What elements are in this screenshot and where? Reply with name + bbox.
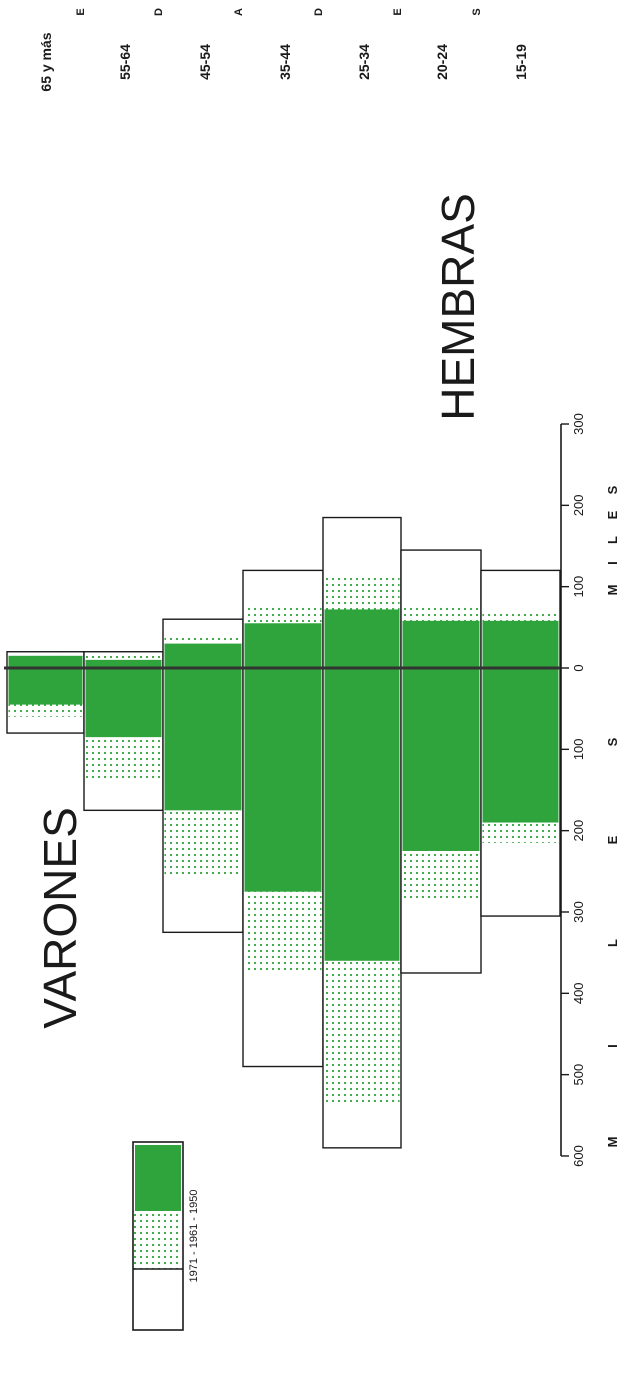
tick-label-varones-600: 600 <box>571 1145 586 1167</box>
title-hembras: HEMBRAS <box>432 193 484 420</box>
tick-label-hembras-100: 100 <box>571 576 586 598</box>
axis-letter-right-M-0: M <box>605 585 620 596</box>
bar-1950-varones-35-44 <box>244 668 322 892</box>
axis-letter-right-E-3: E <box>605 510 620 519</box>
bar-1950-varones-20-24 <box>402 668 480 851</box>
age-axis-letter-3: D <box>313 8 325 16</box>
age-axis-letter-2: A <box>233 8 245 16</box>
bar-1950-hembras-65-y-más <box>8 655 83 668</box>
series-1950-bars <box>8 609 559 961</box>
axis-letter-L-2: L <box>605 939 620 947</box>
age-axis-letter-5: S <box>471 8 483 15</box>
legend-box <box>132 1141 184 1331</box>
axis-letter-S-4: S <box>605 737 620 746</box>
axis-letter-I-1: I <box>605 1044 620 1048</box>
labels: M I L E S M I L E S 65 y más 55-64 45-54 35-44 25-34 20… <box>34 8 620 1147</box>
axis-letter-right-L-2: L <box>605 536 620 544</box>
bar-1950-hembras-20-24 <box>402 620 480 668</box>
title-varones: VARONES <box>34 807 86 1029</box>
tick-label-varones-500: 500 <box>571 1064 586 1086</box>
bar-1950-varones-55-64 <box>85 668 162 738</box>
age-label-0: 65 y más <box>38 32 54 91</box>
legend: 1971 - 1961 - 1950 <box>132 1141 200 1331</box>
axis-letter-E-3: E <box>605 835 620 844</box>
tick-label-hembras-200: 200 <box>571 494 586 516</box>
bar-1950-varones-15-19 <box>482 668 559 823</box>
bar-1950-hembras-35-44 <box>244 623 322 668</box>
age-label-5: 20-24 <box>434 44 450 80</box>
age-label-1: 55-64 <box>117 44 133 80</box>
bar-1950-hembras-15-19 <box>482 620 559 668</box>
bar-1950-hembras-25-34 <box>324 609 400 668</box>
axis-letter-right-I-1: I <box>605 561 620 565</box>
legend-swatch-1961 <box>134 1211 182 1269</box>
age-label-4: 25-34 <box>356 44 372 80</box>
age-label-3: 35-44 <box>277 44 293 80</box>
legend-swatch-1950 <box>135 1145 181 1211</box>
tick-label-varones-400: 400 <box>571 982 586 1004</box>
tick-label-varones-300: 300 <box>571 901 586 923</box>
age-label-6: 15-19 <box>513 44 529 80</box>
age-axis-letter-4: E <box>392 8 404 15</box>
age-axis-letter-1: D <box>153 8 165 16</box>
tick-label-varones-0: 0 <box>571 664 586 671</box>
age-label-2: 45-54 <box>197 44 213 80</box>
bar-1950-varones-25-34 <box>324 668 400 961</box>
legend-label: 1971 - 1961 - 1950 <box>188 1190 200 1283</box>
bar-1950-varones-45-54 <box>164 668 242 811</box>
axis-letter-right-S-4: S <box>605 485 620 494</box>
age-axis-letter-0: E <box>75 8 87 15</box>
bar-1950-hembras-45-54 <box>164 643 242 668</box>
tick-label-varones-200: 200 <box>571 820 586 842</box>
bar-1950-varones-65-y-más <box>8 668 83 705</box>
axes: 600 500 400 300 200 100 0 100 200 300 <box>4 413 586 1167</box>
tick-label-varones-100: 100 <box>571 738 586 760</box>
tick-label-hembras-300: 300 <box>571 413 586 435</box>
bar-1950-hembras-55-64 <box>85 659 162 668</box>
axis-letter-M-0: M <box>605 1137 620 1148</box>
